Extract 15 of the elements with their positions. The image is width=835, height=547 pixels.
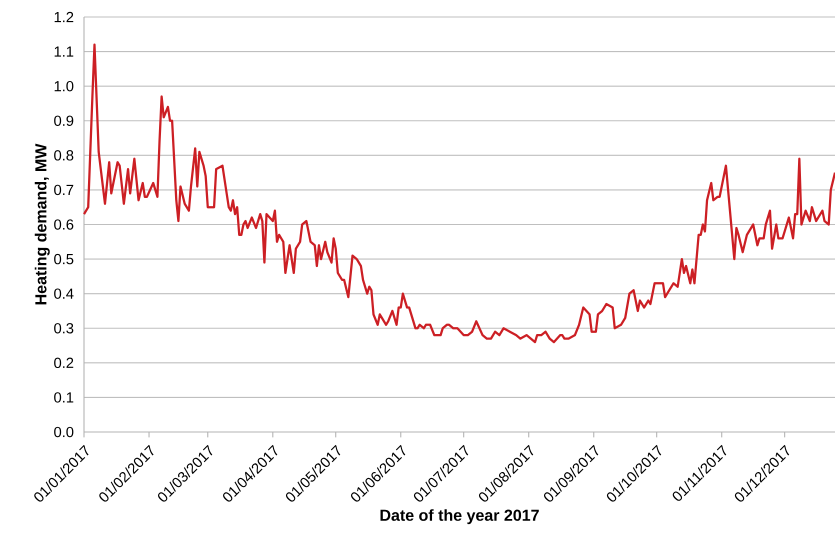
y-tick-label: 0.4 [54, 288, 74, 299]
y-tick-label: 0.8 [54, 150, 74, 161]
y-tick-label: 0.2 [54, 358, 74, 368]
y-tick-label: 0.3 [54, 323, 74, 334]
y-tick-label: 0.6 [54, 219, 74, 230]
y-tick-label: 0.0 [54, 426, 74, 438]
y-tick-label: 0.7 [54, 184, 74, 196]
y-axis-title: Heating demand, MW [34, 144, 50, 304]
y-tick-label: 1.2 [54, 12, 74, 22]
x-axis-title: Date of the year 2017 [380, 509, 539, 524]
y-tick-label: 0.1 [54, 392, 74, 403]
y-tick-label: 0.5 [54, 254, 74, 264]
y-tick-label: 0.9 [54, 116, 74, 126]
y-tick-label: 1.1 [54, 46, 74, 57]
y-tick-label: 1.0 [54, 80, 74, 92]
